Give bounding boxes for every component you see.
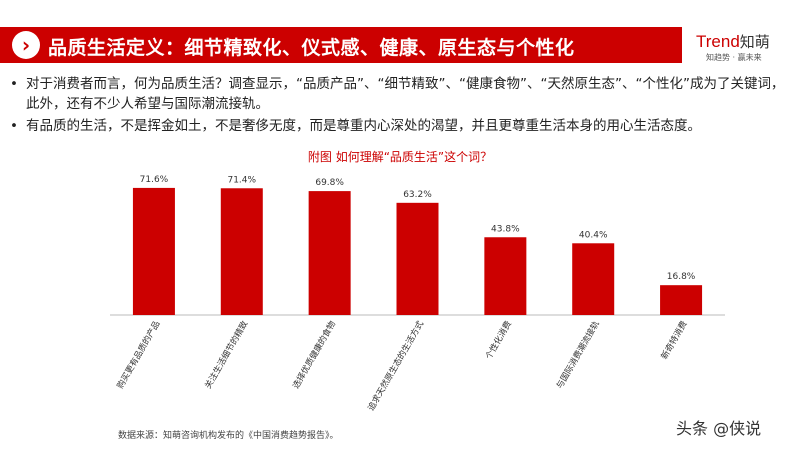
source-note: 数据来源：知萌咨询机构发布的《中国消费趋势报告》。 <box>118 431 339 441</box>
bullet-dot: • <box>10 118 18 134</box>
bar <box>660 285 703 315</box>
bar <box>308 191 351 315</box>
data-label: 63.2% <box>403 190 432 200</box>
bullet-text: 对于消费者而言，何为品质生活？调查显示，“品质产品”、“细节精致”、“健康食物”… <box>26 76 785 112</box>
data-label: 40.4% <box>579 230 608 240</box>
chevron-right-icon: › <box>12 31 40 59</box>
category-label: 购买更有品质的产品 <box>115 319 163 391</box>
bar <box>572 243 615 315</box>
category-label: 追求天然原生态的生活方式 <box>366 319 427 413</box>
watermark: 头条 @侠说 <box>676 419 762 438</box>
data-label: 71.4% <box>227 175 256 185</box>
brand-name: Trend知萌 <box>696 31 770 52</box>
bar-chart: 71.6% 购买更有品质的产品 71.4% 关注生活细节的精致 69.8% 选择优质健康的… <box>110 175 725 413</box>
data-label: 71.6% <box>140 175 169 185</box>
category-label: 个性化消费 <box>483 319 514 362</box>
bar <box>220 188 263 315</box>
bullet-dot: • <box>10 76 18 92</box>
header: › 品质生活定义：细节精致化、仪式感、健康、原生态与个性化 Trend知萌 知趋… <box>0 0 800 63</box>
brand-cn: 知萌 <box>739 34 770 51</box>
bar <box>484 237 527 315</box>
data-label: 69.8% <box>315 178 344 188</box>
category-label: 新奇特消费 <box>659 319 690 362</box>
category-label: 关注生活细节的精致 <box>203 319 251 391</box>
chart-title: 附图 如何理解“品质生活”这个词？ <box>307 150 493 164</box>
brand-logo: Trend知萌 知趋势 · 赢未来 <box>690 27 800 67</box>
bullet-item: • 有品质的生活，不是挥金如土，不是奢侈无度，而是尊重内心深处的渴望，并且更尊重生… <box>10 116 790 136</box>
brand-tagline: 知趋势 · 赢未来 <box>706 53 762 62</box>
category-label: 与国际消费潮流接轨 <box>554 319 602 391</box>
bullet-list: • 对于消费者而言，何为品质生活？调查显示，“品质产品”、“细节精致”、“健康食物… <box>10 74 790 136</box>
data-label: 43.8% <box>491 224 520 234</box>
bar <box>132 187 175 315</box>
brand-latin: Trend <box>696 32 740 51</box>
category-label: 选择优质健康的食物 <box>290 319 338 391</box>
data-label: 16.8% <box>667 272 696 282</box>
page-title: 品质生活定义：细节精致化、仪式感、健康、原生态与个性化 <box>48 37 575 59</box>
bullet-item: • 对于消费者而言，何为品质生活？调查显示，“品质产品”、“细节精致”、“健康食物… <box>10 74 790 114</box>
bullet-text: 有品质的生活，不是挥金如土，不是奢侈无度，而是尊重内心深处的渴望，并且更尊重生活… <box>26 118 701 134</box>
bar <box>396 202 439 315</box>
title-banner <box>0 27 682 63</box>
